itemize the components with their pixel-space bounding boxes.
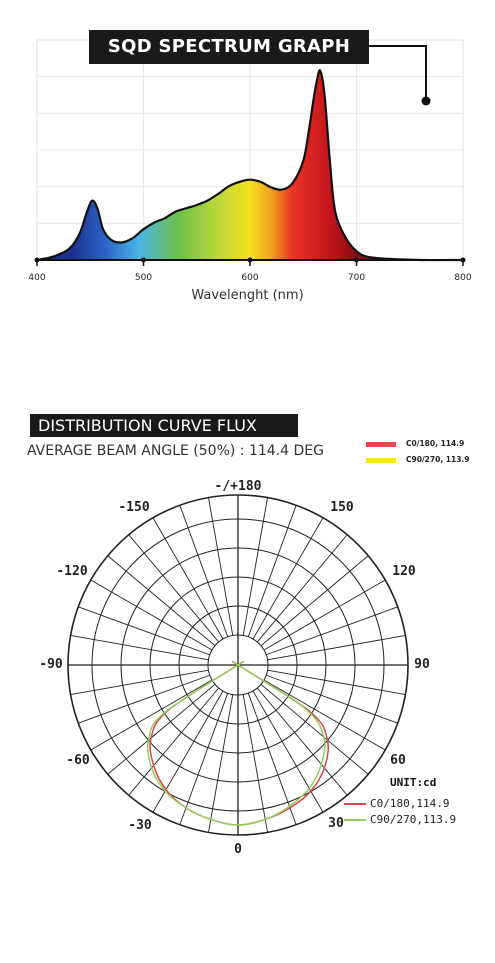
angle-label: -150	[118, 500, 149, 515]
x-tick-label: 500	[135, 273, 152, 283]
polar-spoke	[260, 555, 369, 647]
legend-label-c90: C90/270, 113.9	[406, 455, 470, 464]
polar-spoke	[90, 579, 213, 651]
polar-spoke	[179, 505, 229, 637]
angle-label: 60	[390, 753, 406, 768]
polar-spoke	[263, 579, 386, 651]
spectrum-chart: 400 500 600 700 800	[28, 39, 472, 283]
title-callout-line	[369, 45, 431, 106]
polar-spoke	[152, 517, 224, 640]
polar-spoke	[107, 683, 216, 775]
legend-bottom-label-c90: C90/270,113.9	[370, 813, 457, 826]
average-beam-angle: AVERAGE BEAM ANGLE (50%) : 114.4 DEG	[27, 443, 324, 459]
polar-spoke	[208, 694, 234, 833]
legend-line-red	[344, 803, 366, 805]
polar-spoke	[90, 679, 213, 751]
polar-spoke	[152, 690, 224, 813]
x-tick-label: 600	[241, 273, 258, 283]
polar-spoke	[263, 679, 386, 751]
polar-spoke	[242, 694, 268, 833]
spectrum-x-label: Wavelenght (nm)	[191, 288, 304, 303]
polar-spoke	[70, 669, 209, 695]
angle-label: 90	[414, 657, 430, 672]
angle-label: -120	[56, 564, 87, 579]
polar-spoke	[128, 687, 220, 796]
polar-spoke	[247, 505, 297, 637]
polar-spoke	[252, 517, 324, 640]
legend-line-green	[344, 819, 366, 821]
angle-label: -/+180	[215, 479, 262, 494]
curve-c90-270	[146, 660, 326, 826]
polar-curves	[146, 660, 330, 826]
polar-spoke	[242, 497, 268, 636]
polar-spoke	[267, 669, 406, 695]
polar-spoke	[256, 687, 348, 796]
angle-label: 150	[330, 500, 354, 515]
angle-label: 30	[328, 816, 344, 831]
angle-label: 120	[392, 564, 416, 579]
curve-c0-180	[149, 660, 330, 826]
polar-ring	[120, 547, 356, 783]
polar-spoke	[266, 606, 398, 656]
polar-spoke	[208, 497, 234, 636]
polar-spoke	[128, 534, 220, 643]
polar-ring	[207, 634, 269, 696]
polar-ring	[178, 605, 298, 725]
polar-spoke	[260, 683, 369, 775]
legend-label-c0: C0/180, 114.9	[406, 439, 465, 448]
polar-spoke	[107, 555, 216, 647]
polar-spoke	[179, 693, 229, 825]
angle-label: -60	[66, 753, 90, 768]
spectrum-fill	[37, 70, 463, 261]
polar-ring	[149, 576, 327, 754]
polar-ring	[67, 494, 409, 836]
angle-label: -30	[128, 818, 152, 833]
unit-label: UNIT:cd	[390, 776, 437, 789]
spectrum-area	[36, 69, 464, 262]
legend-swatch-red	[366, 442, 396, 447]
polar-spoke	[266, 674, 398, 724]
polar-spoke	[78, 606, 210, 656]
x-tick-label: 700	[348, 273, 365, 283]
angle-label: -90	[39, 657, 63, 672]
distribution-title: DISTRIBUTION CURVE FLUX	[30, 414, 298, 437]
polar-spoke	[256, 534, 348, 643]
legend-bottom-label-c0: C0/180,114.9	[370, 797, 450, 810]
polar-spoke	[78, 674, 210, 724]
angle-label: 0	[234, 842, 242, 857]
polar-spoke	[247, 693, 297, 825]
x-tick-label: 800	[454, 273, 471, 283]
polar-grid	[67, 494, 409, 836]
polar-ring	[91, 518, 385, 812]
spectrum-outline	[36, 69, 464, 262]
polar-spoke	[70, 635, 209, 661]
polar-spoke	[267, 635, 406, 661]
x-tick-label: 400	[28, 273, 45, 283]
spectrum-x-axis: 400 500 600 700 800	[28, 257, 472, 283]
spectrum-title: SQD SPECTRUM GRAPH	[89, 30, 369, 64]
legend-swatch-yellow	[366, 458, 396, 463]
polar-spoke	[252, 690, 324, 813]
